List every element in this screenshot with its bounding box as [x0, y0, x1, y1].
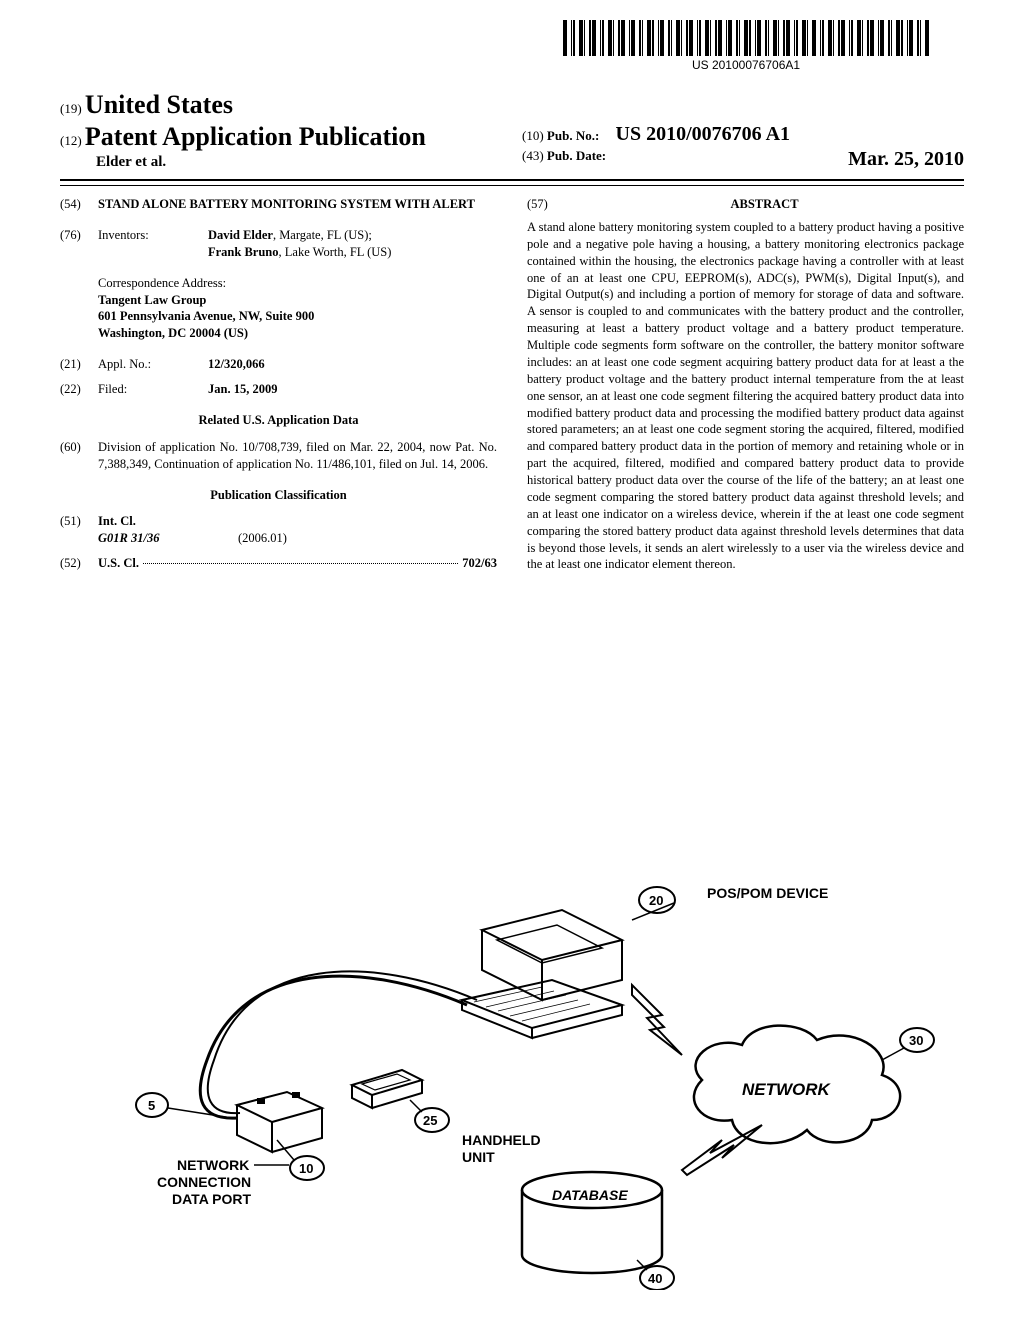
- divider-thin: [60, 185, 964, 186]
- abstract-text: A stand alone battery monitoring system …: [527, 219, 964, 573]
- right-column: (57) ABSTRACT A stand alone battery moni…: [527, 196, 964, 580]
- inventors-label: Inventors:: [98, 227, 208, 261]
- body-columns: (54) STAND ALONE BATTERY MONITORING SYST…: [60, 196, 964, 580]
- code-60: (60): [60, 439, 98, 473]
- netport-l2: CONNECTION: [157, 1174, 251, 1190]
- applno-label: Appl. No.:: [98, 356, 208, 373]
- pubclass-heading: Publication Classification: [60, 487, 497, 504]
- applno: 12/320,066: [208, 357, 265, 371]
- corr-l2: 601 Pennsylvania Avenue, NW, Suite 900: [98, 309, 314, 323]
- barcode: [563, 20, 929, 56]
- code-52: (52): [60, 555, 98, 572]
- code-10: (10): [522, 128, 544, 143]
- inventor-2-loc: , Lake Worth, FL (US): [279, 245, 392, 259]
- code-19: (19): [60, 101, 82, 116]
- inventor-2: Frank Bruno: [208, 245, 279, 259]
- pubdate-label: Pub. Date:: [547, 148, 606, 163]
- pubdate: Mar. 25, 2010: [848, 148, 964, 171]
- header: (19) United States (12) Patent Applicati…: [60, 90, 964, 171]
- pospom-device: [462, 910, 622, 1038]
- uscl-val: 702/63: [462, 555, 497, 572]
- barcode-text: US 20100076706A1: [563, 58, 929, 72]
- corr-l1: Tangent Law Group: [98, 293, 206, 307]
- code-12: (12): [60, 133, 82, 148]
- country: United States: [85, 90, 233, 119]
- ref-40: 40: [648, 1271, 662, 1286]
- intcl-label: Int. Cl.: [98, 514, 136, 528]
- code-43: (43): [522, 148, 544, 163]
- abstract-heading: ABSTRACT: [730, 197, 798, 211]
- code-21: (21): [60, 356, 98, 373]
- ref-25: 25: [423, 1113, 437, 1128]
- dotted-leader: [143, 563, 458, 564]
- netport-l1: NETWORK: [177, 1157, 249, 1173]
- netport-l3: DATA PORT: [172, 1191, 252, 1207]
- header-left: (19) United States (12) Patent Applicati…: [60, 90, 502, 171]
- network-cloud: NETWORK: [694, 1026, 900, 1144]
- barcode-region: US 20100076706A1: [563, 20, 929, 72]
- pubno: US 2010/0076706 A1: [616, 123, 790, 145]
- pubno-label: Pub. No.:: [547, 128, 599, 143]
- corr-l3: Washington, DC 20004 (US): [98, 326, 248, 340]
- doc-type: Patent Application Publication: [85, 122, 426, 151]
- related-text: Division of application No. 10/708,739, …: [98, 439, 497, 473]
- inventor-1-loc: , Margate, FL (US);: [273, 228, 372, 242]
- figure: POS/POM DEVICE 20 5 25 HANDHELD UNIT: [60, 860, 964, 1290]
- database: DATABASE: [522, 1172, 662, 1273]
- correspondence-address: Correspondence Address: Tangent Law Grou…: [98, 275, 497, 343]
- network-label: NETWORK: [742, 1080, 832, 1099]
- inventor-1: David Elder: [208, 228, 273, 242]
- database-label: DATABASE: [552, 1187, 628, 1203]
- invention-title: STAND ALONE BATTERY MONITORING SYSTEM WI…: [98, 196, 497, 213]
- filed-date: Jan. 15, 2009: [208, 382, 277, 396]
- corr-label: Correspondence Address:: [98, 275, 497, 292]
- handheld-label-2: UNIT: [462, 1149, 495, 1165]
- ref-10: 10: [299, 1161, 313, 1176]
- handheld-label-1: HANDHELD: [462, 1132, 541, 1148]
- filed-label: Filed:: [98, 381, 208, 398]
- ref-30: 30: [909, 1033, 923, 1048]
- left-column: (54) STAND ALONE BATTERY MONITORING SYST…: [60, 196, 497, 580]
- code-22: (22): [60, 381, 98, 398]
- code-76: (76): [60, 227, 98, 261]
- intcl-date: (2006.01): [238, 530, 287, 547]
- code-51: (51): [60, 513, 98, 547]
- header-right: (10) Pub. No.: US 2010/0076706 A1 (43) P…: [502, 123, 964, 171]
- related-heading: Related U.S. Application Data: [60, 412, 497, 429]
- divider-thick: [60, 179, 964, 181]
- uscl-label: U.S. Cl.: [98, 555, 139, 572]
- authors: Elder et al.: [60, 154, 502, 171]
- ref-5: 5: [148, 1098, 155, 1113]
- ref-20: 20: [649, 893, 663, 908]
- intcl-class: G01R 31/36: [98, 531, 159, 545]
- code-57: (57): [527, 196, 565, 213]
- pospom-label: POS/POM DEVICE: [707, 885, 828, 901]
- figure-svg: POS/POM DEVICE 20 5 25 HANDHELD UNIT: [60, 860, 964, 1290]
- code-54: (54): [60, 196, 98, 213]
